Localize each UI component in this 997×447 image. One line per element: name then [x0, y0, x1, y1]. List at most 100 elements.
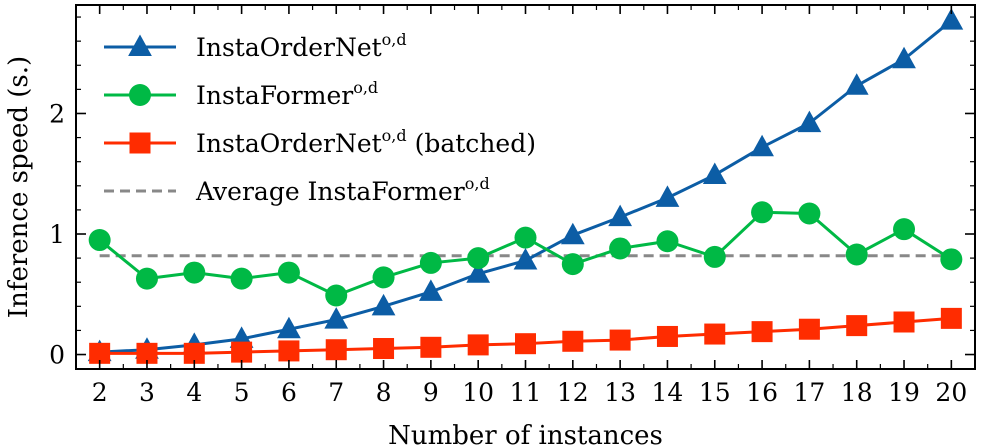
- data-point-instaordernet-batched: [704, 323, 726, 345]
- x-tick-label: 6: [281, 378, 297, 407]
- data-point-instaordernet-batched: [278, 340, 300, 362]
- legend-label-superscript: o,d: [465, 174, 490, 193]
- data-point-instaformer: [230, 267, 253, 290]
- legend: InstaOrderNeto,dInstaFormero,dInstaOrder…: [104, 30, 536, 206]
- y-tick-label: 1: [49, 220, 65, 249]
- x-tick-label: 20: [935, 378, 967, 407]
- data-point-instaformer: [325, 284, 348, 307]
- y-tick-label: 2: [49, 99, 65, 128]
- data-point-instaordernet-batched: [231, 341, 253, 363]
- data-point-instaordernet-batched: [562, 330, 584, 352]
- data-point-instaordernet-batched: [373, 338, 395, 360]
- legend-label-name: Average InstaFormer: [195, 177, 465, 206]
- data-point-instaformer: [561, 253, 584, 276]
- legend-swatch-marker: [129, 132, 151, 154]
- data-point-instaformer: [609, 237, 632, 260]
- x-tick-label: 2: [92, 378, 108, 407]
- legend-label-superscript: o,d: [382, 126, 407, 145]
- legend-label-name: InstaOrderNet: [196, 33, 382, 62]
- legend-label: InstaFormero,d: [196, 78, 378, 110]
- data-point-instaordernet-batched: [467, 334, 489, 356]
- data-point-instaformer: [751, 201, 774, 224]
- data-point-instaformer: [893, 218, 916, 241]
- series-instaordernet-batched: [89, 307, 962, 364]
- legend-label-superscript: o,d: [382, 30, 407, 49]
- data-point-instaformer: [372, 266, 395, 289]
- data-point-instaordernet-batched: [420, 336, 442, 358]
- data-point-instaformer: [845, 243, 868, 266]
- data-point-instaordernet-batched: [893, 311, 915, 333]
- data-point-instaordernet: [750, 134, 774, 157]
- x-tick-label: 13: [604, 378, 636, 407]
- data-point-instaformer: [467, 247, 490, 270]
- x-tick-label: 5: [234, 378, 250, 407]
- data-point-instaordernet-batched: [136, 342, 158, 364]
- x-tick-label: 3: [139, 378, 155, 407]
- data-point-instaordernet: [892, 46, 916, 69]
- legend-label-suffix: (batched): [407, 129, 536, 158]
- data-point-instaordernet: [371, 293, 396, 316]
- data-point-instaordernet: [655, 185, 680, 207]
- data-point-instaordernet-batched: [325, 339, 347, 361]
- x-tick-label: 7: [328, 378, 344, 407]
- data-point-instaordernet-batched: [846, 315, 868, 337]
- data-point-instaformer: [798, 202, 821, 225]
- series-instaformer: [88, 201, 963, 307]
- data-point-instaordernet: [324, 307, 349, 329]
- data-point-instaordernet: [418, 279, 443, 301]
- data-point-instaordernet: [844, 73, 869, 95]
- legend-item-instaordernet: InstaOrderNeto,d: [104, 30, 407, 62]
- legend-label-name: InstaFormer: [196, 81, 353, 110]
- data-point-instaordernet-batched: [89, 342, 111, 364]
- x-axis-title: Number of instances: [388, 421, 663, 447]
- data-point-instaformer: [88, 229, 111, 252]
- data-point-instaordernet: [560, 222, 585, 245]
- x-tick-label: 11: [510, 378, 542, 407]
- data-point-instaordernet: [513, 248, 538, 270]
- x-tick-label: 15: [699, 378, 731, 407]
- x-tick-label: 19: [888, 378, 920, 407]
- x-tick-label: 9: [423, 378, 439, 407]
- x-tick-label: 18: [841, 378, 873, 407]
- data-point-instaformer: [183, 261, 206, 284]
- legend-item-average-instaformer: Average InstaFormero,d: [104, 174, 490, 206]
- data-point-instaordernet-batched: [609, 329, 631, 351]
- data-point-instaformer: [940, 248, 963, 271]
- x-tick-label: 14: [652, 378, 684, 407]
- data-point-instaordernet-batched: [656, 325, 678, 347]
- x-tick-label: 12: [557, 378, 589, 407]
- y-axis-title: Inference speed (s.): [4, 56, 34, 318]
- legend-label: InstaOrderNeto,d (batched): [196, 126, 536, 158]
- data-point-instaordernet-batched: [798, 318, 820, 340]
- x-tick-label: 17: [793, 378, 825, 407]
- plot-area: [87, 8, 964, 364]
- data-point-instaordernet: [939, 8, 964, 30]
- data-point-instaordernet-batched: [940, 307, 962, 329]
- data-point-instaformer: [419, 251, 442, 274]
- data-point-instaordernet: [702, 162, 727, 184]
- data-point-instaordernet-batched: [515, 333, 536, 355]
- y-tick-label: 0: [49, 341, 65, 370]
- data-point-instaordernet: [466, 261, 491, 283]
- data-point-instaformer: [656, 230, 679, 253]
- legend-label: InstaOrderNeto,d: [196, 30, 407, 62]
- legend-swatch-marker: [128, 34, 152, 56]
- x-tick-label: 16: [746, 378, 778, 407]
- data-point-instaordernet: [797, 110, 822, 133]
- legend-label-superscript: o,d: [353, 78, 378, 97]
- x-tick-label: 4: [186, 378, 202, 407]
- x-tick-label: 8: [376, 378, 392, 407]
- data-point-instaordernet-batched: [751, 321, 773, 343]
- x-tick-label: 10: [462, 378, 494, 407]
- legend-item-instaformer: InstaFormero,d: [104, 78, 378, 110]
- legend-label: Average InstaFormero,d: [195, 174, 490, 206]
- data-point-instaordernet-batched: [183, 342, 205, 364]
- legend-item-instaordernet-batched: InstaOrderNeto,d (batched): [104, 126, 536, 158]
- axes: 2 3 4 5 6 7 8 9 10 11 12 13 14 15 16 17 18 19 20012Number …: [4, 4, 976, 447]
- data-point-instaordernet: [608, 204, 633, 227]
- data-point-instaformer: [277, 261, 300, 284]
- data-point-instaformer: [135, 267, 158, 290]
- data-point-instaformer: [703, 245, 726, 268]
- data-point-instaformer: [514, 226, 537, 249]
